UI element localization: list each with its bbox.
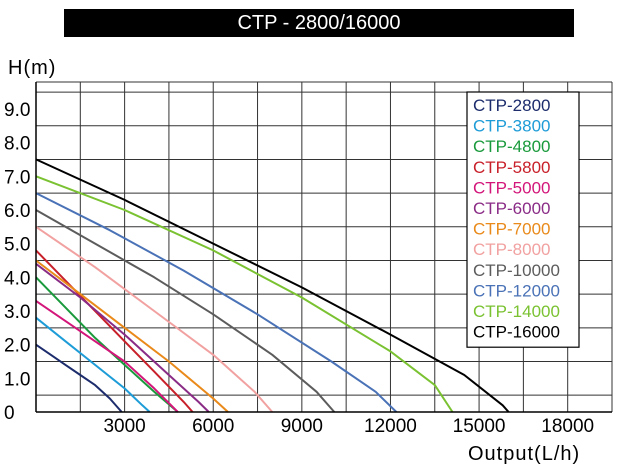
y-tick-label: 8.0 bbox=[4, 134, 30, 155]
legend-item: CTP-7000 bbox=[473, 220, 550, 239]
legend-item: CTP-2800 bbox=[473, 96, 550, 115]
y-tick-labels: 0 1.0 2.0 3.0 4.0 5.0 6.0 7.0 8.0 9.0 bbox=[4, 100, 30, 424]
legend-item: CTP-5000 bbox=[473, 178, 550, 197]
y-tick-label: 9.0 bbox=[4, 100, 30, 121]
chart-title: CTP - 2800/16000 bbox=[64, 9, 574, 37]
legend-item: CTP-8000 bbox=[473, 240, 550, 259]
series-line-ctp-5800 bbox=[35, 249, 194, 413]
axes bbox=[35, 82, 612, 413]
legend-item: CTP-16000 bbox=[473, 323, 560, 342]
x-tick-label: 9000 bbox=[281, 416, 323, 437]
x-tick-label: 18000 bbox=[541, 416, 594, 437]
series-line-ctp-6000 bbox=[35, 263, 210, 413]
y-tick-label: 2.0 bbox=[4, 336, 30, 357]
series-line-ctp-14000 bbox=[35, 175, 454, 413]
x-axis-label: Output(L/h) bbox=[468, 443, 580, 465]
x-tick-label: 6000 bbox=[192, 416, 234, 437]
legend-item: CTP-10000 bbox=[473, 261, 560, 280]
y-axis-label: H(m) bbox=[8, 57, 56, 79]
x-tick-label: 12000 bbox=[364, 416, 417, 437]
legend-item: CTP-12000 bbox=[473, 281, 560, 300]
x-tick-labels: 3000 6000 9000 12000 15000 18000 bbox=[103, 416, 594, 437]
series-line-ctp-10000 bbox=[35, 209, 336, 413]
legend-item: CTP-4800 bbox=[473, 137, 550, 156]
series-line-ctp-8000 bbox=[35, 225, 274, 413]
x-tick-label: 15000 bbox=[453, 416, 506, 437]
series-line-ctp-7000 bbox=[35, 259, 229, 413]
x-tick-label: 3000 bbox=[103, 416, 145, 437]
legend-item: CTP-6000 bbox=[473, 199, 550, 218]
y-tick-label: 7.0 bbox=[4, 167, 30, 188]
series-line-ctp-16000 bbox=[35, 158, 510, 413]
series-line-ctp-5000 bbox=[35, 300, 179, 413]
y-tick-label: 4.0 bbox=[4, 268, 30, 289]
y-tick-label: 3.0 bbox=[4, 302, 30, 323]
y-tick-label: 1.0 bbox=[4, 369, 30, 390]
legend-item: CTP-3800 bbox=[473, 117, 550, 136]
series-line-ctp-12000 bbox=[35, 192, 398, 413]
series-line-ctp-2800 bbox=[35, 343, 123, 413]
legend-box bbox=[466, 91, 580, 348]
y-tick-label: 6.0 bbox=[4, 201, 30, 222]
y-tick-label: 5.0 bbox=[4, 235, 30, 256]
legend-item: CTP-14000 bbox=[473, 302, 560, 321]
y-tick-label: 0 bbox=[4, 403, 15, 424]
series-line-ctp-3800 bbox=[35, 316, 151, 413]
legend-item: CTP-5800 bbox=[473, 158, 550, 177]
series-lines bbox=[35, 158, 510, 413]
